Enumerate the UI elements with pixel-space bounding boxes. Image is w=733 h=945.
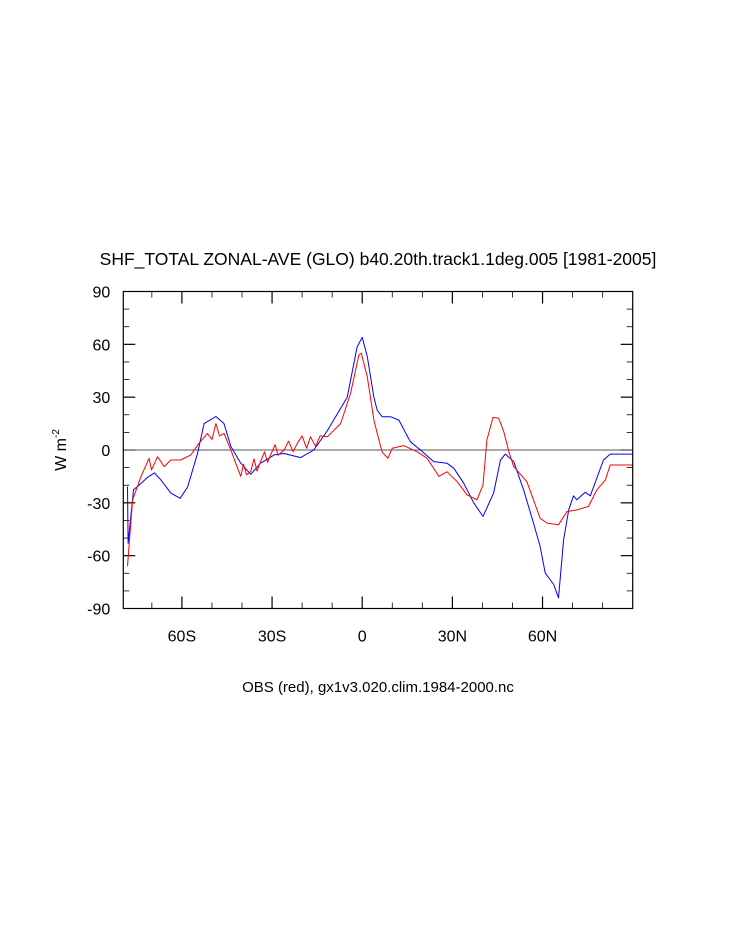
x-tick-label: 60N (528, 629, 557, 646)
svg-text:W m-2: W m-2 (51, 429, 70, 471)
x-tick-label: 30N (438, 629, 467, 646)
y-axis-label: W m-2 (51, 429, 70, 471)
x-axis-label: OBS (red), gx1v3.020.clim.1984-2000.nc (242, 679, 514, 696)
y-tick-label: 90 (93, 285, 111, 302)
y-axis-label-text: W m (53, 438, 70, 471)
y-axis-label-superscript: -2 (51, 429, 62, 438)
y-tick-label: -60 (87, 549, 110, 566)
x-tick-label: 0 (358, 629, 367, 646)
plot-frame (122, 290, 634, 610)
y-tick-label: -30 (87, 496, 110, 513)
y-tick-label: 0 (101, 443, 110, 460)
y-tick-label: 30 (93, 390, 111, 407)
series-line-obs (127, 352, 633, 567)
chart-title: SHF_TOTAL ZONAL-AVE (GLO) b40.20th.track… (100, 249, 657, 270)
x-tick-label: 30S (258, 629, 286, 646)
y-tick-label: -90 (87, 602, 110, 619)
x-tick-label: 60S (168, 629, 196, 646)
series-line-model (127, 336, 633, 599)
y-tick-label: 60 (93, 337, 111, 354)
